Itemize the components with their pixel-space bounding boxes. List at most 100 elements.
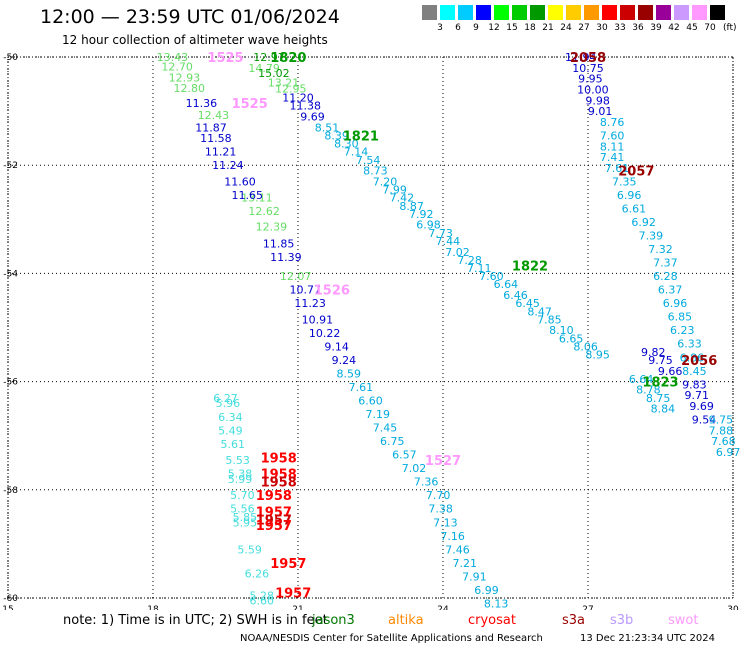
wave-height-label: 10.22 [309,327,341,340]
legend-swatch [512,5,527,20]
wave-height-label: 7.61 [605,162,630,175]
wave-height-label: 6.65 [559,332,584,345]
legend-tick: 9 [473,23,479,33]
wave-height-label: 11.39 [270,251,302,264]
pass-time-label: 1820 [270,51,306,66]
wave-height-label: 9.69 [689,400,714,413]
legend-tick: 3 [437,23,443,33]
pass-time-label: 1958 [261,476,297,491]
wave-height-label: 8.39 [324,129,349,142]
legend-tick: 39 [650,23,662,33]
wave-height-label: 8.59 [337,367,362,380]
pass-time-label: 1957 [256,514,292,529]
wave-height-label: 7.02 [445,246,470,259]
pass-time-label: 1527 [425,454,461,469]
wave-height-label: 5.38 [228,468,253,481]
legend-tick: 6 [455,23,461,33]
y-tick-label: -54 [3,269,18,279]
x-tick-label: 24 [437,605,449,610]
wave-height-label: 8.76 [600,116,625,129]
wave-height-label: 5.95 [233,516,258,529]
wave-height-label: 6.96 [617,189,642,202]
wave-height-label: 15.02 [258,67,290,80]
legend-tick: 18 [524,23,536,33]
wave-height-label: 7.91 [462,570,487,583]
satellite-label: swot [668,613,699,628]
wave-height-label: 11.21 [205,146,237,159]
wave-height-label: 6.61 [622,202,647,215]
pass-time-label: 1957 [275,587,311,602]
legend-swatch [548,5,563,20]
wave-height-label: 7.32 [648,243,673,256]
wave-height-plot: 15 18 21 24 27 30-50-52-54-56-58-6013.4312.70… [2,51,740,610]
wave-height-label: 9.69 [300,111,325,124]
wave-height-label: 10.75 [572,62,604,75]
wave-height-label: 6.98 [416,219,441,232]
wave-height-label: 13.21 [268,76,300,89]
wave-height-label: 8.87 [399,200,424,213]
wave-height-label: 6.46 [503,289,528,302]
wave-height-label: 8.13 [484,597,509,610]
y-tick-label: -58 [3,486,18,496]
wave-height-label: 8.11 [600,140,625,153]
wave-height-label: 8.73 [363,165,388,178]
wave-height-label: 6.26 [245,568,270,581]
wave-height-label: 7.73 [428,227,453,240]
legend-swatch [494,5,509,20]
legend-swatch [620,5,635,20]
wave-height-label: 6.34 [218,411,243,424]
wave-height-label: 7.42 [390,192,415,205]
wave-height-label: 6.33 [677,338,702,351]
legend-tick: 70 [704,23,716,33]
wave-height-label: 9.75 [709,413,734,426]
pass-time-label: 1821 [343,129,379,144]
wave-height-label: 11.60 [224,175,256,188]
wave-height-label: 7.54 [356,154,381,167]
wave-height-label: 7.37 [653,257,678,270]
satellite-label: altika [388,613,424,628]
wave-height-label: 7.41 [600,151,625,164]
wave-height-label: 12.07 [280,270,312,283]
pass-time-label: 1957 [270,557,306,572]
wave-height-label: 6.86 [680,351,705,364]
legend-swatch [638,5,653,20]
wave-height-label: 7.46 [445,543,470,556]
wave-height-label: 7.60 [479,270,504,283]
legend-swatch [458,5,473,20]
wave-height-label: 6.96 [663,297,688,310]
chart-subtitle: 12 hour collection of altimeter wave hei… [62,33,328,47]
legend-tick: 42 [668,23,680,33]
satellite-label: jason3 [312,613,355,628]
wave-height-label: 7.92 [409,208,434,221]
satellite-label: s3a [562,613,586,628]
pass-time-label: 1958 [261,451,297,466]
wave-height-label: 7.16 [440,530,465,543]
wave-height-label: 6.64 [494,278,519,291]
wave-height-label: 9.82 [641,346,666,359]
wave-height-label: 8.47 [527,305,552,318]
credit-text: NOAA/NESDIS Center for Satellite Applica… [240,633,543,644]
legend-tick: 15 [506,23,518,33]
legend-swatch [476,5,491,20]
x-tick-label: 15 [2,605,13,610]
wave-height-label: 12.97 [253,51,285,64]
wave-height-label: 8.45 [682,365,707,378]
wave-height-label: 8.78 [636,384,661,397]
wave-height-label: 8.30 [334,138,359,151]
wave-height-label: 10.00 [577,83,609,96]
wave-height-label: 7.02 [402,462,427,475]
wave-height-label: 6.60 [358,395,383,408]
legend-tick: 12 [488,23,500,33]
pass-time-label: 1525 [232,97,268,112]
legend-swatch [602,5,617,20]
wave-height-label: 5.28 [250,589,275,602]
wave-height-label: 9.98 [585,94,610,107]
wave-height-label: 7.60 [600,129,625,142]
wave-height-label: 6.64 [629,373,654,386]
wave-height-label: 9.01 [588,105,613,118]
wave-height-label: 13.11 [241,192,273,205]
legend-units: (ft) [723,23,737,33]
wave-height-label: 12.80 [174,82,206,95]
wave-height-label: 11.87 [195,121,227,134]
wave-height-label: 5.49 [218,424,243,437]
